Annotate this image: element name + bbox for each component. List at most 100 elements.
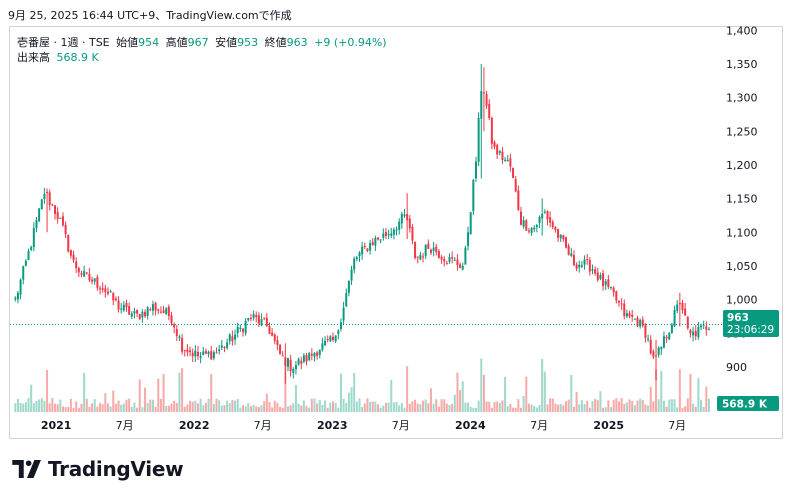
volume-bar (456, 372, 459, 412)
candle-body (19, 279, 22, 295)
volume-bar (260, 405, 263, 412)
volume-bar (406, 366, 409, 412)
volume-bar (32, 403, 35, 412)
volume-bar (85, 398, 88, 412)
candle-body (228, 334, 231, 341)
candle-body (612, 287, 615, 293)
volume-bar (615, 398, 618, 412)
candle-body (189, 350, 192, 353)
candle-body (268, 326, 271, 334)
volume-bar (159, 398, 162, 412)
candle-body (125, 302, 128, 307)
candle-body (252, 314, 255, 318)
candle-body (355, 257, 358, 260)
volume-bar (453, 394, 456, 412)
volume-bar (257, 406, 260, 412)
candle-body (85, 272, 88, 274)
volume-bar (625, 402, 628, 412)
x-tick-label: 7月 (530, 419, 548, 432)
candle-body (162, 310, 165, 314)
volume-bar (411, 401, 414, 412)
close-label: 終値 (264, 36, 287, 49)
volume-bar (339, 373, 342, 412)
candle-body (133, 311, 136, 314)
candle-body (474, 161, 477, 179)
candle-body (480, 91, 483, 119)
candle-body (14, 297, 17, 300)
volume-bar (255, 406, 258, 412)
candle-body (196, 352, 199, 357)
volume-bar (239, 407, 242, 412)
tradingview-brand[interactable]: TradingView (12, 457, 184, 481)
volume-bar (234, 400, 237, 412)
volume-bar (451, 403, 454, 412)
volume-bar (377, 404, 380, 412)
candle-body (633, 318, 636, 320)
candle-body (281, 355, 284, 357)
candle-body (549, 217, 552, 223)
volume-bar (342, 398, 345, 412)
volume-bar (641, 400, 644, 412)
candle-body (136, 309, 139, 314)
candle-body (64, 224, 67, 235)
volume-bar (318, 399, 321, 412)
volume-bar (316, 403, 319, 412)
volume-bar (14, 403, 17, 412)
candle-body (578, 264, 581, 268)
symbol-label[interactable]: 壱番屋 · 1週 · TSE (17, 36, 110, 49)
volume-bar (657, 399, 660, 412)
candle-body (504, 159, 507, 162)
volume-bar (196, 403, 199, 412)
volume-bar (91, 403, 94, 412)
volume-bar (551, 398, 554, 412)
candle-body (321, 343, 324, 350)
volume-bar (141, 407, 144, 412)
volume-bar (138, 379, 141, 412)
volume-bar (136, 407, 139, 412)
volume-bar (294, 385, 297, 412)
volume-bar (220, 405, 223, 412)
candle-body (665, 336, 668, 339)
volume-bar (607, 400, 610, 412)
price-badge-countdown: 23:06:29 (727, 324, 774, 336)
candle-body (377, 237, 380, 240)
volume-bar (443, 399, 446, 412)
candle-body (398, 221, 401, 230)
candle-body (361, 246, 364, 255)
x-tick-label: 2025 (593, 419, 624, 432)
candle-body (676, 304, 679, 311)
volume-bar (472, 407, 475, 412)
candle-body (541, 213, 544, 219)
candle-body (204, 351, 207, 354)
candle-body (69, 250, 72, 256)
candle-body (684, 308, 687, 316)
y-tick-label: 1,200 (726, 159, 758, 172)
candle-body (159, 311, 162, 313)
volume-bar (408, 403, 411, 412)
volume-bar (591, 401, 594, 412)
volume-bar (151, 399, 154, 412)
candle-body (445, 263, 448, 265)
volume-bar (297, 403, 300, 412)
candle-body (212, 352, 215, 359)
volume-bar (228, 403, 231, 412)
volume-bar (130, 406, 133, 412)
volume-bar (313, 398, 316, 412)
candle-body (517, 190, 520, 210)
candle-body (408, 218, 411, 229)
volume-bar (146, 403, 149, 412)
candle-body (294, 364, 297, 370)
candle-body (329, 336, 332, 342)
candle-body (175, 329, 178, 337)
candle-body (215, 352, 218, 354)
x-tick-label: 2023 (317, 419, 348, 432)
volume-bar (490, 407, 493, 412)
candle-body (220, 345, 223, 348)
candle-body (694, 330, 697, 337)
volume-bar (30, 384, 33, 412)
candle-body (493, 141, 496, 147)
candle-body (525, 220, 528, 231)
candle-body (596, 272, 599, 281)
candle-body (236, 326, 239, 334)
